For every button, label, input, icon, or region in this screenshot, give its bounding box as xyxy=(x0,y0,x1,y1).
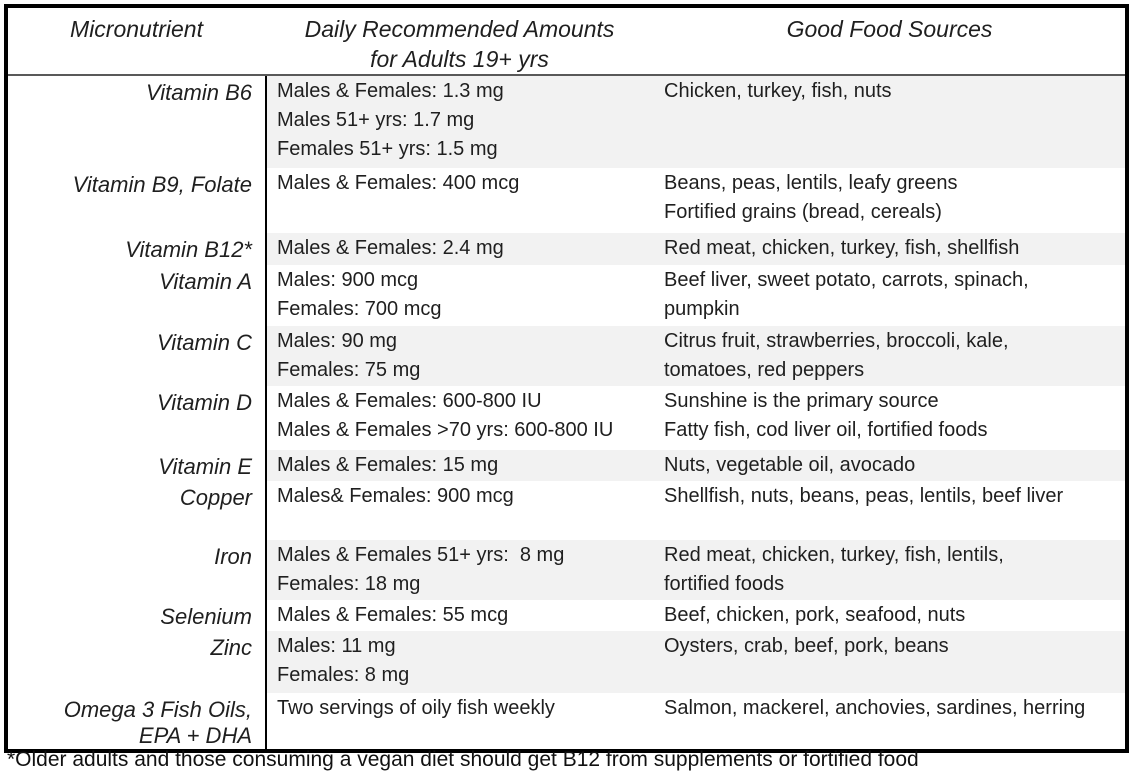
header-micronutrient: Micronutrient xyxy=(70,16,203,42)
micronutrient-table: Micronutrient Daily Recommended Amounts … xyxy=(4,4,1129,753)
header-good-food-sources: Good Food Sources xyxy=(786,16,993,42)
table-row: Selenium Males & Females: 55 mcg Beef, chi… xyxy=(8,600,1125,631)
food-sources-cell: Salmon, mackerel, anchovies, sardines, h… xyxy=(664,697,1086,719)
food-sources-cell: Shellfish, nuts, beans, peas, lentils, b… xyxy=(664,485,1064,507)
daily-amounts-cell: Males & Females: 15 mg xyxy=(265,450,654,481)
footnote: *Older adults and those consuming a vega… xyxy=(7,748,919,771)
table-row: Copper Males& Females: 900 mcg Shellfish, … xyxy=(8,481,1125,540)
food-sources-cell: Beef liver, sweet potato, carrots, spina… xyxy=(664,269,1029,320)
daily-amounts-cell: Males & Females: 2.4 mg xyxy=(265,233,654,265)
daily-amounts-cell: Males & Females 51+ yrs: 8 mg Females: 1… xyxy=(265,540,654,600)
food-sources-cell: Red meat, chicken, turkey, fish, lentils… xyxy=(654,540,1125,600)
food-sources-cell: Citrus fruit, strawberries, broccoli, ka… xyxy=(654,326,1125,386)
micronutrient-name-cell: Vitamin B6 xyxy=(8,76,265,168)
micronutrient-name-cell: Vitamin B9, Folate xyxy=(8,168,265,233)
daily-amounts-cell: Males & Females: 400 mcg xyxy=(265,168,654,233)
daily-amounts-cell: Two servings of oily fish weekly xyxy=(265,693,654,749)
daily-amounts-cell: Males & Females: 600-800 IU Males & Fema… xyxy=(265,386,654,450)
micronutrient-name-cell: Copper xyxy=(8,481,265,540)
table-row: Zinc Males: 11 mg Females: 8 mg Oysters, c… xyxy=(8,631,1125,693)
micronutrient-name-cell: Zinc xyxy=(8,631,265,693)
micronutrient-name-cell: Selenium xyxy=(8,600,265,631)
micronutrient-name-cell: Vitamin C xyxy=(8,326,265,386)
header-daily-amounts-line2: for Adults 19+ yrs xyxy=(370,46,549,72)
daily-amounts-cell: Males: 900 mcg Females: 700 mcg xyxy=(265,265,654,326)
food-sources-cell: Sunshine is the primary source Fatty fis… xyxy=(664,390,988,441)
food-sources-cell: Chicken, turkey, fish, nuts xyxy=(654,76,1125,168)
micronutrient-name-cell: Vitamin B12* xyxy=(8,233,265,265)
header-daily-amounts: Daily Recommended Amounts for Adults 19+… xyxy=(265,14,654,74)
daily-amounts-cell: Males: 11 mg Females: 8 mg xyxy=(265,631,654,693)
table-row: Vitamin B9, Folate Males & Females: 400 m… xyxy=(8,168,1125,233)
table-row: Iron Males & Females 51+ yrs: 8 mg Female… xyxy=(8,540,1125,600)
daily-amounts-cell: Males & Females: 55 mcg xyxy=(265,600,654,631)
micronutrient-name-cell: Omega 3 Fish Oils, EPA + DHA xyxy=(8,693,265,749)
food-sources-cell: Nuts, vegetable oil, avocado xyxy=(654,450,1125,481)
table-row: Vitamin B6 Males & Females: 1.3 mg Males … xyxy=(8,76,1125,168)
food-sources-cell: Oysters, crab, beef, pork, beans xyxy=(654,631,1125,693)
table-row: Vitamin D Males & Females: 600-800 IU Mal… xyxy=(8,386,1125,450)
daily-amounts-cell: Males: 90 mg Females: 75 mg xyxy=(265,326,654,386)
micronutrient-name-cell: Vitamin E xyxy=(8,450,265,481)
table-row: Vitamin C Males: 90 mg Females: 75 mg Citr… xyxy=(8,326,1125,386)
micronutrient-name-cell: Vitamin D xyxy=(8,386,265,450)
table-header-row: Micronutrient Daily Recommended Amounts … xyxy=(8,8,1125,76)
table-row: Vitamin A Males: 900 mcg Females: 700 mcg… xyxy=(8,265,1125,326)
micronutrient-name-cell: Vitamin A xyxy=(8,265,265,326)
food-sources-cell: Beans, peas, lentils, leafy greens Forti… xyxy=(664,172,958,223)
food-sources-cell: Beef, chicken, pork, seafood, nuts xyxy=(664,604,966,626)
micronutrient-name-cell: Iron xyxy=(8,540,265,600)
table-row: Vitamin B12* Males & Females: 2.4 mg Red m… xyxy=(8,233,1125,265)
header-daily-amounts-line1: Daily Recommended Amounts xyxy=(304,16,615,42)
daily-amounts-cell: Males& Females: 900 mcg xyxy=(265,481,654,540)
daily-amounts-cell: Males & Females: 1.3 mg Males 51+ yrs: 1… xyxy=(265,76,654,168)
food-sources-cell: Red meat, chicken, turkey, fish, shellfi… xyxy=(654,233,1125,265)
table-body: Vitamin B6 Males & Females: 1.3 mg Males … xyxy=(8,76,1125,749)
table-row: Vitamin E Males & Females: 15 mg Nuts, veg… xyxy=(8,450,1125,481)
table-row: Omega 3 Fish Oils, EPA + DHA Two servings… xyxy=(8,693,1125,749)
